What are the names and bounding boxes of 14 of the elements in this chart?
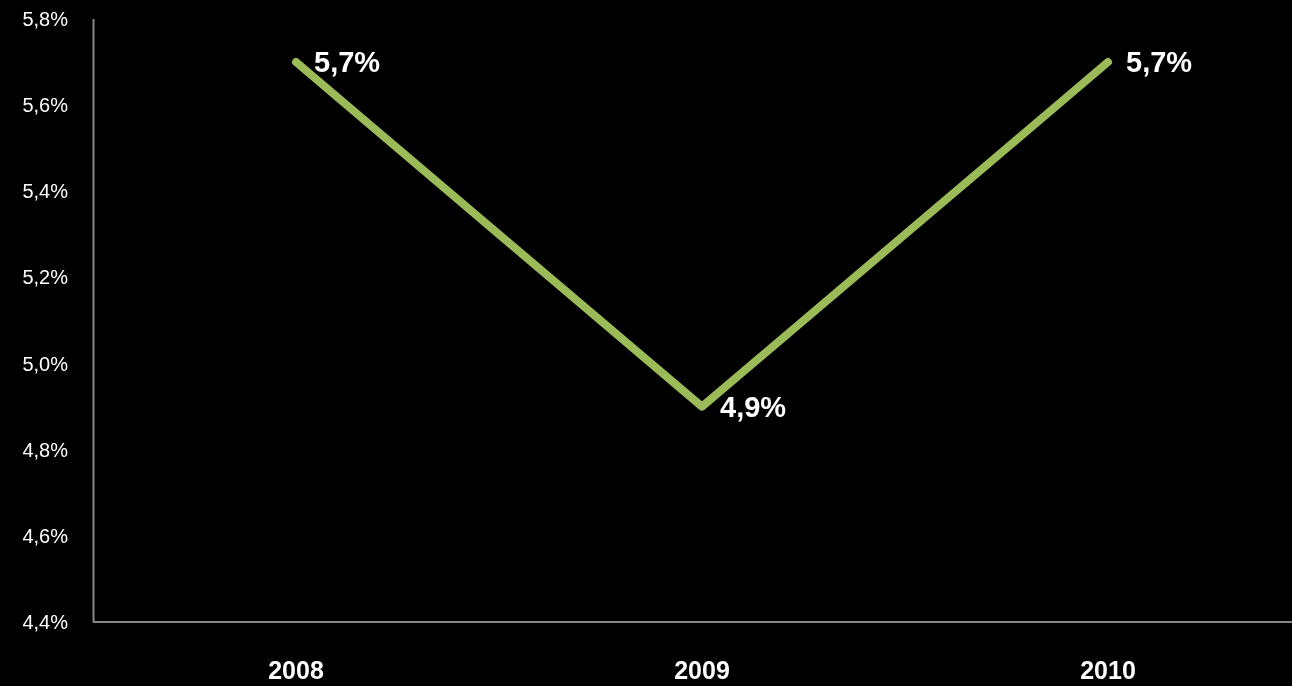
y-tick-label: 4,6% [22, 524, 69, 547]
x-tick-label: 2009 [674, 655, 730, 684]
y-tick-label: 5,4% [22, 180, 69, 203]
y-tick-label: 5,6% [22, 94, 69, 117]
y-tick-label: 5,0% [22, 352, 69, 375]
y-tick-label: 5,2% [22, 266, 69, 289]
data-label: 4,9% [720, 390, 787, 423]
x-tick-label: 2010 [1080, 655, 1136, 684]
y-tick-label: 5,8% [22, 8, 69, 30]
x-tick-label: 2008 [268, 655, 324, 684]
data-label: 5,7% [1126, 46, 1193, 79]
data-label: 5,7% [314, 46, 381, 79]
y-tick-label: 4,4% [22, 611, 69, 633]
y-tick-label: 4,8% [22, 438, 69, 461]
